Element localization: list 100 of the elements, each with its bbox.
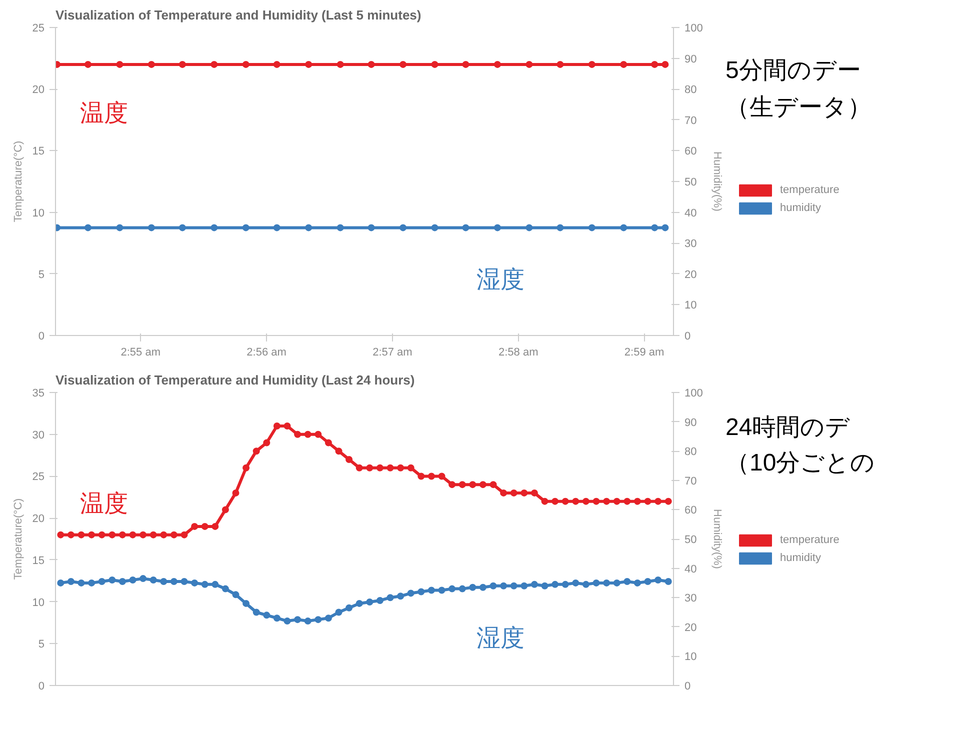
point bbox=[314, 616, 322, 624]
point bbox=[490, 481, 497, 488]
point bbox=[222, 585, 229, 592]
point bbox=[170, 578, 178, 585]
point bbox=[335, 608, 342, 616]
point bbox=[150, 576, 157, 584]
y2-tick-label: 80 bbox=[684, 84, 697, 96]
point bbox=[180, 531, 188, 538]
point bbox=[314, 430, 322, 438]
point bbox=[284, 422, 291, 430]
y2-axis-title: Humidity(%) bbox=[710, 152, 723, 212]
annotation: 温度 bbox=[80, 490, 128, 518]
point bbox=[479, 481, 486, 488]
x-tick-label: 2:57 am bbox=[372, 346, 412, 358]
y2-tick-label: 0 bbox=[684, 330, 691, 342]
point bbox=[356, 600, 363, 607]
y-tick-label: 10 bbox=[32, 596, 45, 609]
point bbox=[407, 464, 414, 472]
point bbox=[108, 531, 116, 538]
x-tick-label: 2:59 am bbox=[624, 346, 664, 358]
point bbox=[510, 582, 518, 590]
point bbox=[170, 531, 178, 538]
point bbox=[654, 576, 662, 584]
chart-title: Visualization of Temperature and Humidity (Last 5 minutes) bbox=[56, 8, 422, 22]
point bbox=[366, 464, 374, 472]
y2-tick-label: 50 bbox=[684, 176, 697, 188]
point bbox=[191, 579, 198, 586]
point bbox=[490, 582, 497, 590]
y2-tick-label: 10 bbox=[684, 651, 697, 664]
point bbox=[201, 580, 208, 588]
y-tick-label: 20 bbox=[32, 84, 45, 96]
x-tick-label: 2:55 am bbox=[120, 346, 160, 358]
point bbox=[88, 531, 96, 538]
y2-tick-label: 0 bbox=[684, 680, 691, 692]
point bbox=[448, 481, 456, 488]
y-tick-label: 30 bbox=[32, 429, 45, 442]
point bbox=[500, 582, 508, 590]
y-tick-label: 0 bbox=[38, 330, 45, 342]
legend-label: temperature bbox=[780, 534, 840, 546]
point bbox=[386, 594, 394, 602]
point bbox=[603, 579, 610, 586]
x-tick-label: 2:56 am bbox=[246, 346, 286, 358]
chart-title: Visualization of Temperature and Humidity (Last 24 hours) bbox=[56, 372, 415, 388]
point bbox=[469, 481, 476, 488]
point bbox=[541, 582, 548, 590]
point bbox=[140, 531, 147, 538]
y2-tick-label: 10 bbox=[684, 300, 697, 312]
point bbox=[438, 586, 446, 594]
point bbox=[510, 489, 518, 496]
y2-tick-label: 20 bbox=[684, 622, 697, 634]
point bbox=[67, 578, 74, 585]
point bbox=[180, 578, 188, 585]
point bbox=[582, 498, 590, 505]
point bbox=[160, 578, 168, 585]
point bbox=[108, 576, 116, 584]
point bbox=[634, 498, 641, 505]
text: 5分間のデー bbox=[726, 57, 861, 84]
point bbox=[78, 531, 85, 538]
point bbox=[448, 585, 456, 592]
text: （生データ） bbox=[726, 94, 872, 122]
point bbox=[500, 489, 508, 496]
point bbox=[263, 439, 270, 446]
point bbox=[284, 618, 291, 625]
point bbox=[458, 585, 466, 592]
point bbox=[572, 579, 580, 586]
point bbox=[541, 498, 548, 505]
point bbox=[294, 430, 302, 438]
point bbox=[376, 597, 384, 604]
y-tick-label: 25 bbox=[32, 471, 45, 484]
point bbox=[212, 580, 219, 588]
point bbox=[78, 579, 85, 586]
point bbox=[160, 531, 168, 538]
y-tick-label: 25 bbox=[32, 22, 45, 34]
point bbox=[418, 472, 425, 480]
point bbox=[386, 464, 394, 472]
point bbox=[366, 598, 374, 606]
point bbox=[407, 590, 414, 597]
point bbox=[624, 498, 631, 505]
y2-tick-label: 40 bbox=[684, 207, 697, 220]
legend-label: temperature bbox=[780, 184, 840, 196]
point bbox=[552, 498, 559, 505]
y2-tick-label: 70 bbox=[684, 475, 697, 488]
point bbox=[654, 498, 662, 505]
point bbox=[57, 531, 64, 538]
point bbox=[335, 448, 342, 455]
point bbox=[252, 448, 260, 455]
point bbox=[613, 498, 620, 505]
y2-tick-label: 100 bbox=[684, 22, 703, 34]
point bbox=[118, 531, 126, 538]
point bbox=[592, 579, 600, 586]
point bbox=[530, 580, 538, 588]
point bbox=[397, 592, 404, 600]
y2-tick-label: 30 bbox=[684, 238, 697, 250]
point bbox=[57, 579, 64, 586]
point bbox=[562, 498, 569, 505]
annotation: 湿度 bbox=[476, 266, 524, 294]
point bbox=[520, 489, 528, 496]
text: （10分ごとの bbox=[726, 449, 876, 476]
point bbox=[438, 472, 446, 480]
point bbox=[592, 498, 600, 505]
